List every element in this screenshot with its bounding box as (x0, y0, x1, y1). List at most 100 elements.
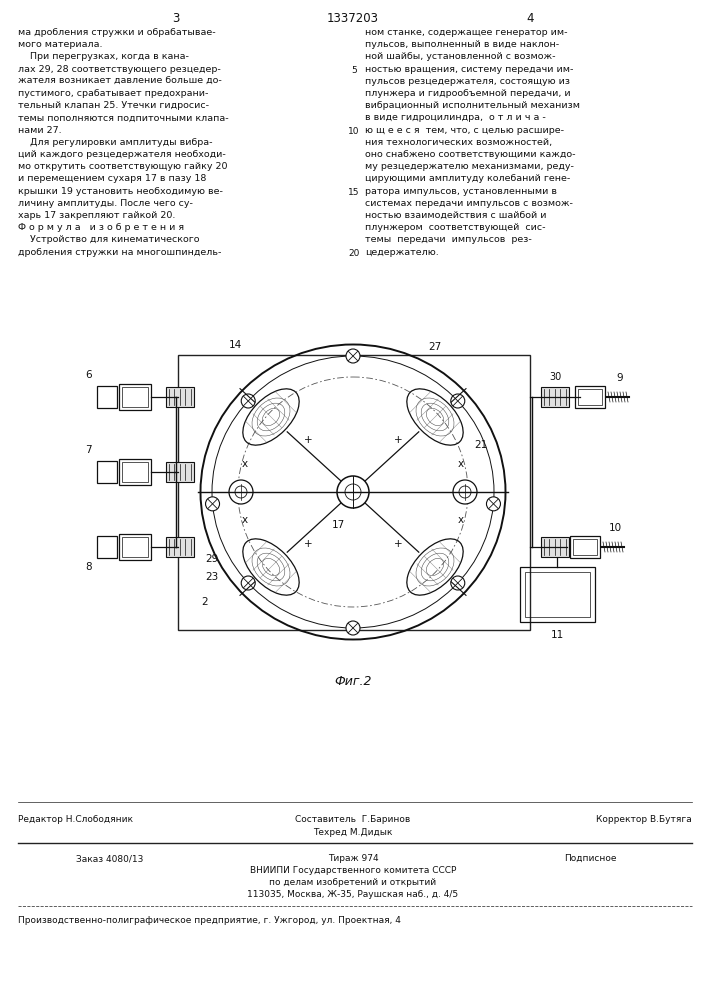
Text: темы пополняются подпиточными клапа-: темы пополняются подпиточными клапа- (18, 113, 228, 122)
Text: x: x (458, 515, 464, 525)
Bar (178, 355, 530, 630)
Text: плунжера и гидрообъемной передачи, и: плунжера и гидрообъемной передачи, и (365, 89, 571, 98)
Text: 11: 11 (551, 630, 564, 640)
Text: 4: 4 (526, 12, 534, 25)
Bar (525, 572, 590, 617)
Text: ВНИИПИ Государственного комитета СССР: ВНИИПИ Государственного комитета СССР (250, 866, 456, 875)
Text: Техред М.Дидык: Техред М.Дидык (313, 828, 392, 837)
Text: пульсов, выполненный в виде наклон-: пульсов, выполненный в виде наклон- (365, 40, 559, 49)
Text: крышки 19 установить необходимую ве-: крышки 19 установить необходимую ве- (18, 187, 223, 196)
Text: плунжером  соответствующей  сис-: плунжером соответствующей сис- (365, 223, 546, 232)
Circle shape (453, 480, 477, 504)
Text: Заказ 4080/13: Заказ 4080/13 (76, 854, 144, 863)
Text: Для регулировки амплитуды вибра-: Для регулировки амплитуды вибра- (18, 138, 213, 147)
Text: системах передачи импульсов с возмож-: системах передачи импульсов с возмож- (365, 199, 573, 208)
Bar (570, 536, 600, 558)
Circle shape (346, 621, 360, 635)
Text: в виде гидроцилиндра,  о т л и ч а -: в виде гидроцилиндра, о т л и ч а - (365, 113, 546, 122)
Circle shape (451, 576, 464, 590)
Circle shape (346, 349, 360, 363)
Circle shape (451, 394, 464, 408)
Text: +: + (394, 435, 402, 445)
Text: 17: 17 (332, 520, 344, 530)
Text: ностью взаимодействия с шайбой и: ностью взаимодействия с шайбой и (365, 211, 547, 220)
Text: Устройство для кинематического: Устройство для кинематического (18, 235, 199, 244)
Circle shape (229, 480, 253, 504)
Bar (122, 387, 148, 407)
Text: x: x (242, 515, 248, 525)
Text: 10: 10 (349, 127, 360, 136)
Text: лах 29, 28 соответствующего резцедер-: лах 29, 28 соответствующего резцедер- (18, 65, 221, 74)
Text: 14: 14 (228, 340, 242, 350)
Bar (578, 389, 602, 405)
Text: ций каждого резцедержателя необходи-: ций каждого резцедержателя необходи- (18, 150, 226, 159)
Bar (122, 462, 148, 482)
Bar (97, 536, 117, 558)
Text: +: + (304, 435, 312, 445)
Text: ностью вращения, систему передачи им-: ностью вращения, систему передачи им- (365, 65, 573, 74)
Text: 1337203: 1337203 (327, 12, 379, 25)
Text: 30: 30 (549, 372, 561, 382)
Text: жателя возникает давление больше до-: жателя возникает давление больше до- (18, 77, 222, 86)
Circle shape (486, 497, 501, 511)
Bar (119, 384, 151, 410)
Text: 113035, Москва, Ж-35, Раушская наб., д. 4/5: 113035, Москва, Ж-35, Раушская наб., д. … (247, 890, 459, 899)
Text: мо открутить соответствующую гайку 20: мо открутить соответствующую гайку 20 (18, 162, 228, 171)
Circle shape (241, 576, 255, 590)
Text: ной шайбы, установленной с возмож-: ной шайбы, установленной с возмож- (365, 52, 556, 61)
Circle shape (241, 394, 255, 408)
Text: Тираж 974: Тираж 974 (327, 854, 378, 863)
Text: Фиг.2: Фиг.2 (334, 675, 372, 688)
Text: 8: 8 (86, 562, 92, 572)
Bar (541, 537, 569, 557)
Circle shape (206, 497, 220, 511)
Text: +: + (304, 539, 312, 549)
Text: дробления стружки на многошпиндель-: дробления стружки на многошпиндель- (18, 248, 221, 257)
Bar (573, 539, 597, 555)
Text: темы  передачи  импульсов  рез-: темы передачи импульсов рез- (365, 235, 532, 244)
Bar (119, 459, 151, 485)
Text: ратора импульсов, установленными в: ратора импульсов, установленными в (365, 187, 557, 196)
Text: ю щ е е с я  тем, что, с целью расшире-: ю щ е е с я тем, что, с целью расшире- (365, 126, 564, 135)
Circle shape (337, 476, 369, 508)
Text: 7: 7 (86, 445, 92, 455)
Text: по делам изобретений и открытий: по делам изобретений и открытий (269, 878, 436, 887)
Bar (166, 462, 194, 482)
Text: 5: 5 (351, 66, 357, 75)
Text: нами 27.: нами 27. (18, 126, 62, 135)
Text: Корректор В.Бутяга: Корректор В.Бутяга (596, 815, 692, 824)
Text: 23: 23 (205, 572, 218, 582)
Text: +: + (394, 539, 402, 549)
Text: 6: 6 (86, 370, 92, 380)
Text: ном станке, содержащее генератор им-: ном станке, содержащее генератор им- (365, 28, 568, 37)
Text: пустимого, срабатывает предохрани-: пустимого, срабатывает предохрани- (18, 89, 209, 98)
Text: оно снабжено соответствующими каждо-: оно снабжено соответствующими каждо- (365, 150, 575, 159)
Text: цедержателю.: цедержателю. (365, 248, 439, 257)
Text: Ф о р м у л а   и з о б р е т е н и я: Ф о р м у л а и з о б р е т е н и я (18, 223, 184, 232)
Text: 15: 15 (349, 188, 360, 197)
Text: вибрационный исполнительный механизм: вибрационный исполнительный механизм (365, 101, 580, 110)
Text: 2: 2 (201, 597, 208, 607)
Bar (575, 386, 605, 408)
Bar (166, 537, 194, 557)
Text: и перемещением сухаря 17 в пазу 18: и перемещением сухаря 17 в пазу 18 (18, 174, 206, 183)
Text: 20: 20 (349, 249, 360, 258)
Text: 10: 10 (609, 523, 621, 533)
Text: ния технологических возможностей,: ния технологических возможностей, (365, 138, 552, 147)
Text: тельный клапан 25. Утечки гидросис-: тельный клапан 25. Утечки гидросис- (18, 101, 209, 110)
Text: 21: 21 (474, 440, 488, 450)
Text: Производственно-полиграфическое предприятие, г. Ужгород, ул. Проектная, 4: Производственно-полиграфическое предприя… (18, 916, 401, 925)
Bar (541, 387, 569, 407)
Text: 29: 29 (205, 554, 218, 564)
Text: 9: 9 (617, 373, 624, 383)
Bar (97, 386, 117, 408)
Bar (166, 387, 194, 407)
Text: личину амплитуды. После чего су-: личину амплитуды. После чего су- (18, 199, 193, 208)
Bar (119, 534, 151, 560)
Bar (97, 461, 117, 483)
Text: x: x (242, 459, 248, 469)
Text: Составитель  Г.Баринов: Составитель Г.Баринов (296, 815, 411, 824)
Text: мого материала.: мого материала. (18, 40, 103, 49)
Text: 27: 27 (428, 342, 442, 352)
Text: Подписное: Подписное (563, 854, 617, 863)
